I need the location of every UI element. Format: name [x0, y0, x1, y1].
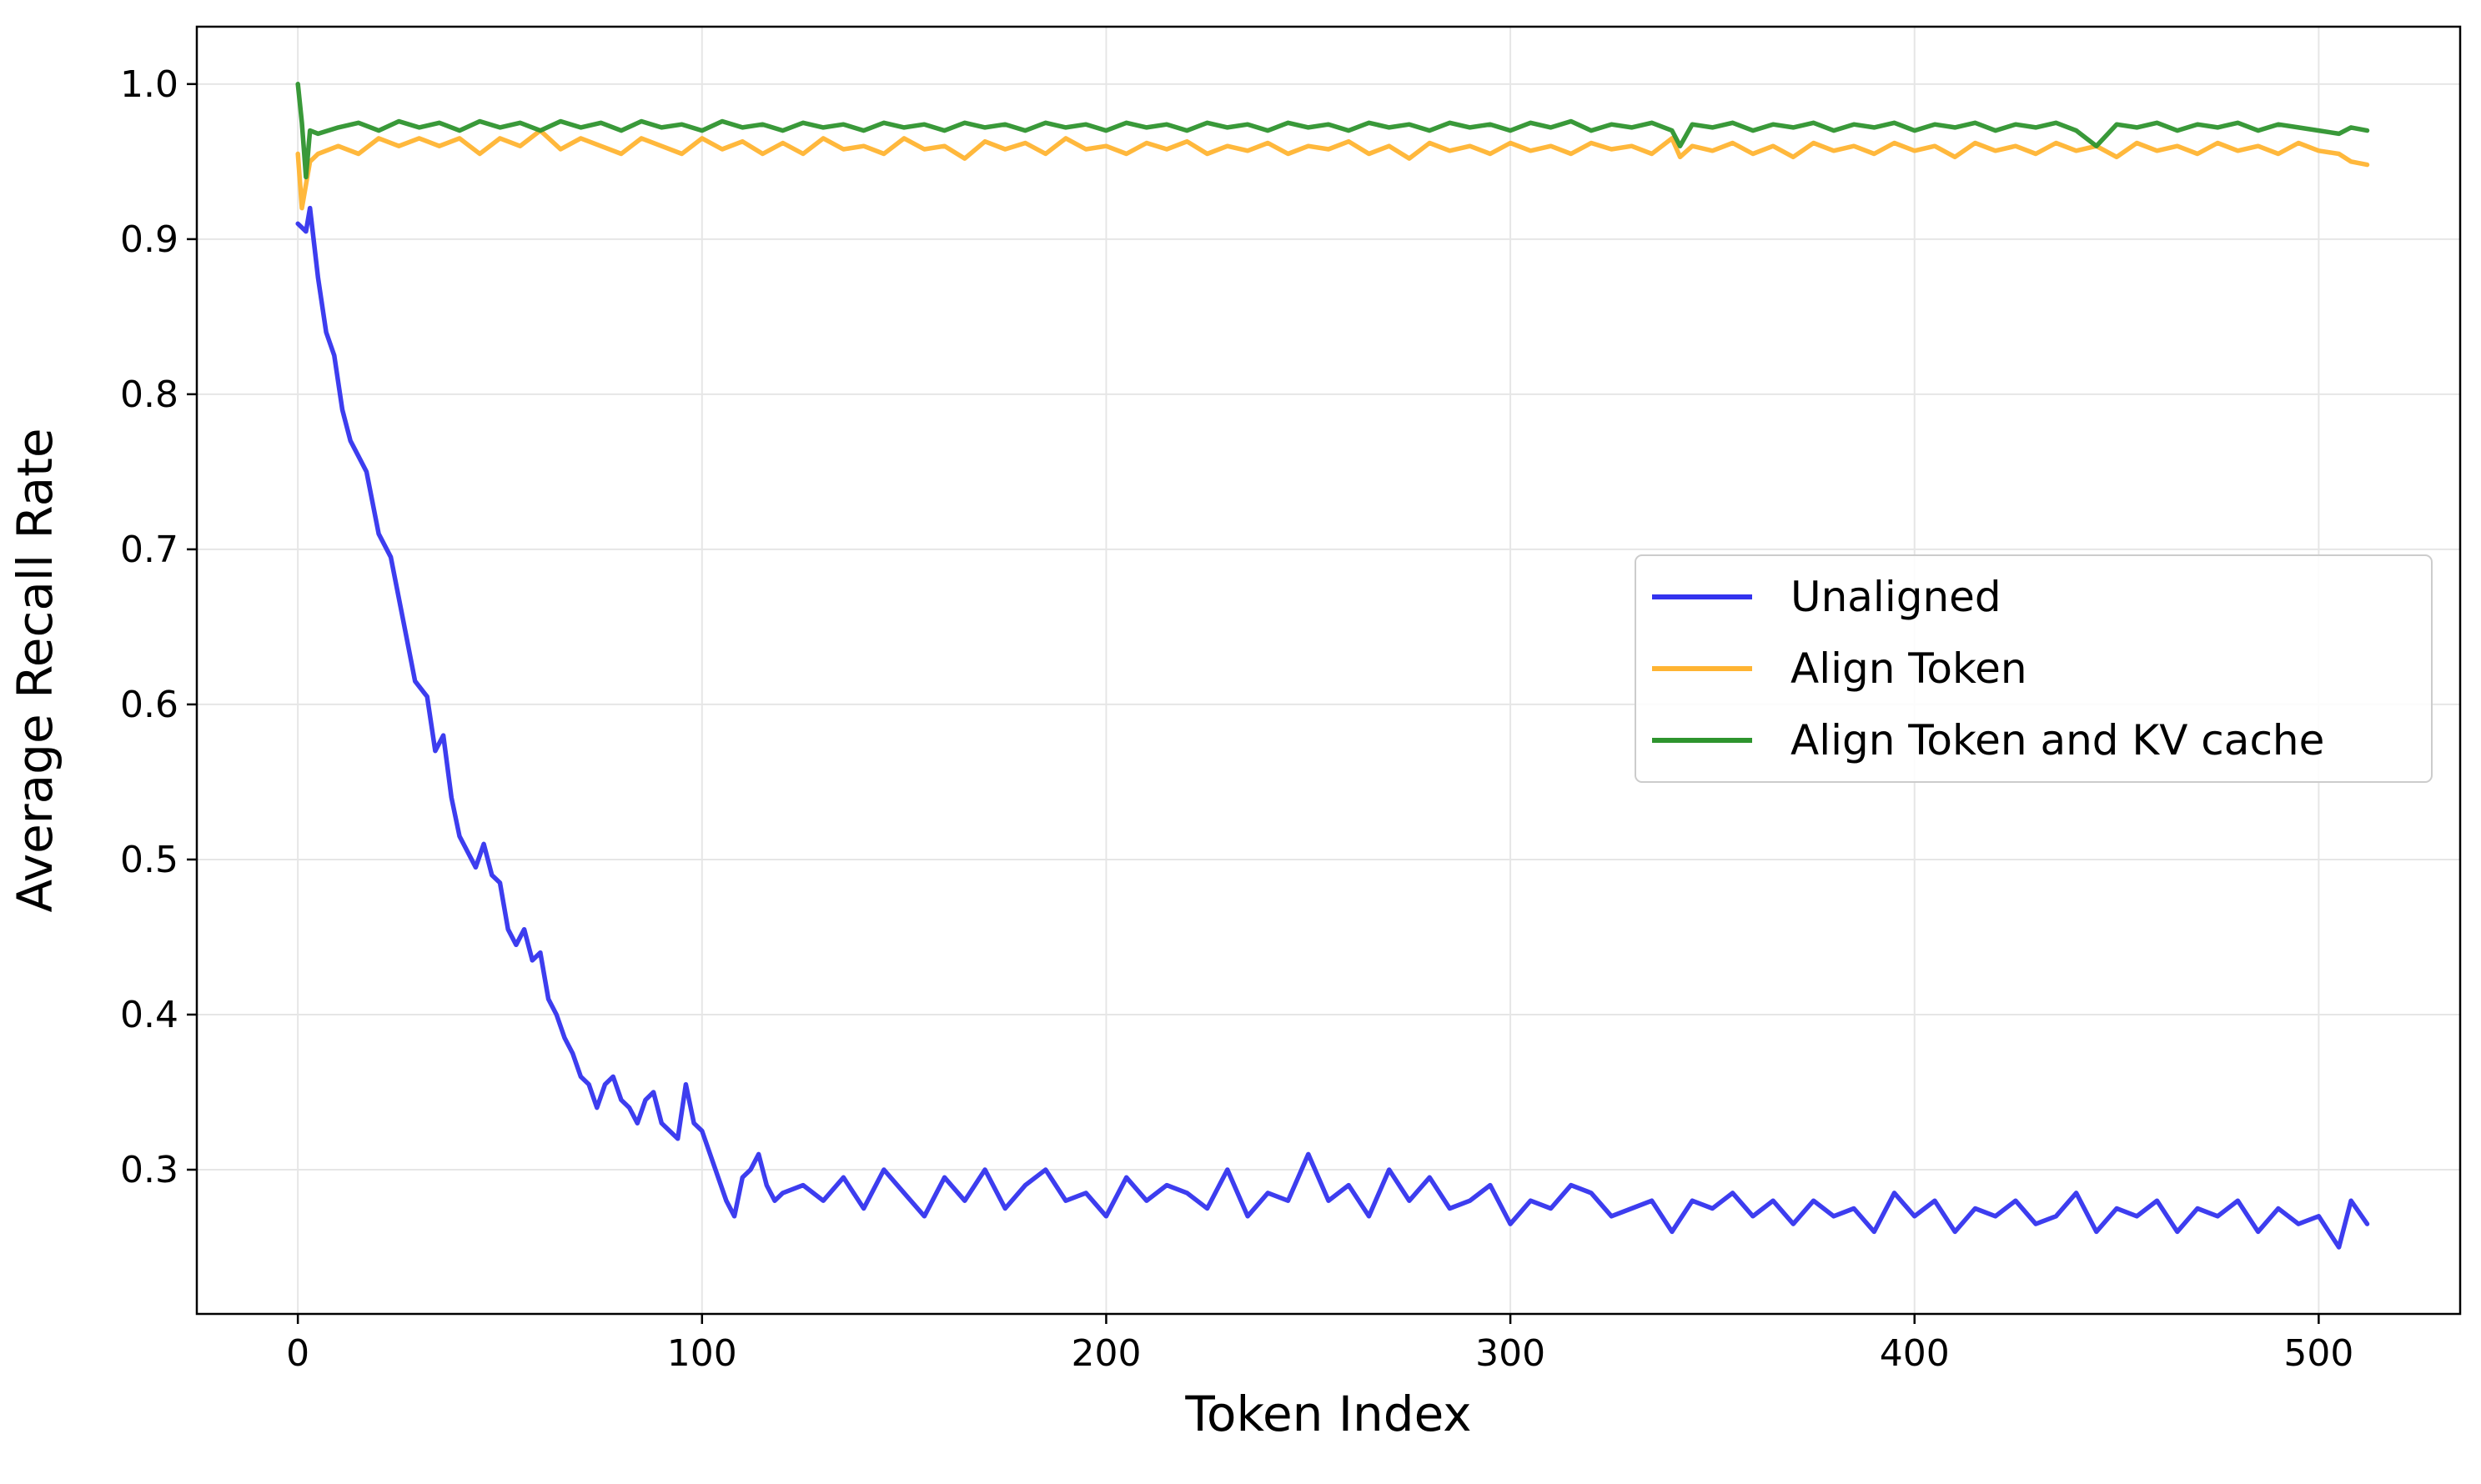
series-line-align-token-and-kv-cache [295, 82, 2370, 180]
y-tick-label: 0.6 [120, 684, 178, 726]
x-tick-label: 100 [667, 1332, 737, 1375]
x-tick-label: 0 [286, 1332, 309, 1375]
legend-label-unaligned: Unaligned [1790, 573, 2001, 621]
series-lines [295, 82, 2370, 1250]
legend: Unaligned Align Token Align Token and KV… [1635, 554, 2433, 783]
y-axis-label: Average Recall Rate [7, 428, 63, 912]
series-line-align-token [295, 128, 2370, 211]
legend-label-align-token-kv-cache: Align Token and KV cache [1790, 716, 2324, 765]
x-tick-label: 300 [1475, 1332, 1545, 1375]
y-tick-label: 0.4 [120, 994, 178, 1036]
y-tick-label: 0.8 [120, 374, 178, 416]
series-line-unaligned [295, 205, 2370, 1250]
x-tick-label: 500 [2283, 1332, 2353, 1375]
y-tick-label: 0.3 [120, 1149, 178, 1191]
plot-frame [195, 25, 2462, 1316]
y-tick-label: 1.0 [120, 63, 178, 106]
y-tick-label: 0.9 [120, 218, 178, 261]
y-tick-label: 0.7 [120, 529, 178, 571]
legend-label-align-token: Align Token [1790, 644, 2027, 693]
x-axis-label: Token Index [1184, 1386, 1471, 1442]
y-tick-label: 0.5 [120, 839, 178, 881]
legend-frame [1635, 554, 2433, 783]
x-tick-label: 400 [1880, 1332, 1950, 1375]
x-tick-label: 200 [1071, 1332, 1141, 1375]
axis-ticks: 0 100 200 300 400 500 0.3 0.4 0.5 0.6 0.7 0.8 0.9 1.0 [120, 63, 2353, 1375]
